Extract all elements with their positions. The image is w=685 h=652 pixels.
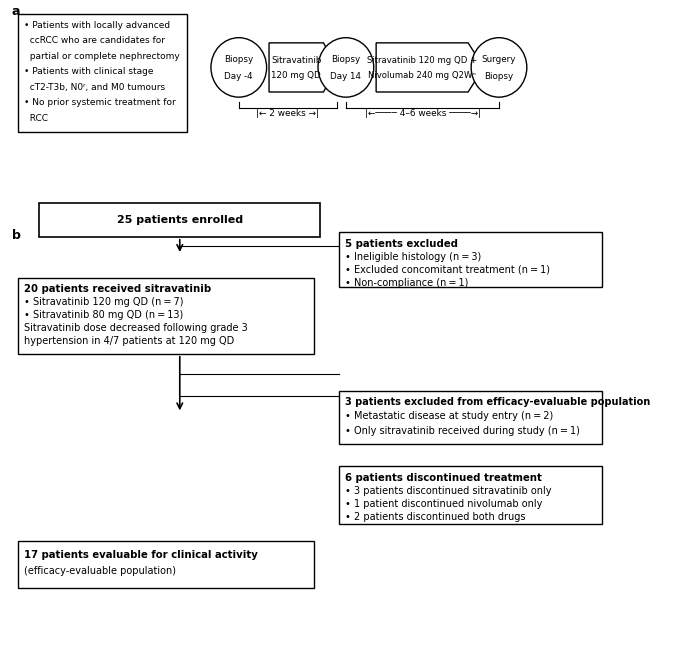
Text: Biopsy: Biopsy: [332, 55, 360, 64]
Bar: [338, 232, 602, 288]
Text: • 3 patients discontinued sitravatinib only: • 3 patients discontinued sitravatinib o…: [345, 486, 551, 496]
Text: Nivolumab 240 mg Q2Wⁿ: Nivolumab 240 mg Q2Wⁿ: [369, 71, 476, 80]
Text: • 1 patient discontinued nivolumab only: • 1 patient discontinued nivolumab only: [345, 499, 542, 509]
Text: • Patients with clinical stage: • Patients with clinical stage: [24, 67, 153, 76]
Bar: [18, 14, 187, 132]
Text: Day 14: Day 14: [330, 72, 362, 81]
Circle shape: [211, 38, 266, 97]
Text: 17 patients evaluable for clinical activity: 17 patients evaluable for clinical activ…: [24, 550, 258, 560]
Text: Biopsy: Biopsy: [224, 55, 253, 64]
Polygon shape: [269, 43, 337, 92]
Bar: [338, 391, 602, 443]
Text: • 2 patients discontinued both drugs: • 2 patients discontinued both drugs: [345, 512, 525, 522]
Text: |← 2 weeks →|: |← 2 weeks →|: [256, 110, 319, 119]
Text: partial or complete nephrectomy: partial or complete nephrectomy: [24, 52, 179, 61]
Circle shape: [318, 38, 374, 97]
Text: (efficacy-evaluable population): (efficacy-evaluable population): [24, 566, 176, 576]
Text: 3 patients excluded from efficacy-evaluable population: 3 patients excluded from efficacy-evalua…: [345, 397, 650, 407]
Bar: [18, 541, 314, 588]
Text: a: a: [12, 5, 21, 18]
Text: Sitravatinib 120 mg QD +: Sitravatinib 120 mg QD +: [367, 57, 477, 65]
Text: • Only sitravatinib received during study (n = 1): • Only sitravatinib received during stud…: [345, 426, 580, 436]
Bar: [18, 278, 314, 354]
Text: RCC: RCC: [24, 114, 48, 123]
Circle shape: [471, 38, 527, 97]
Text: 25 patients enrolled: 25 patients enrolled: [116, 215, 243, 225]
Text: Sitravatinib: Sitravatinib: [271, 57, 321, 65]
Text: hypertension in 4/7 patients at 120 mg QD: hypertension in 4/7 patients at 120 mg Q…: [24, 336, 234, 346]
Text: Day -4: Day -4: [225, 72, 253, 81]
Text: Sitravatinib dose decreased following grade 3: Sitravatinib dose decreased following gr…: [24, 323, 248, 333]
Text: b: b: [12, 229, 21, 242]
Text: 5 patients excluded: 5 patients excluded: [345, 239, 458, 248]
Text: • Patients with locally advanced: • Patients with locally advanced: [24, 21, 170, 30]
Text: • Excluded concomitant treatment (n = 1): • Excluded concomitant treatment (n = 1): [345, 265, 549, 274]
Bar: [338, 466, 602, 524]
Text: • No prior systemic treatment for: • No prior systemic treatment for: [24, 98, 176, 108]
Polygon shape: [376, 43, 484, 92]
Text: • Non-compliance (n = 1): • Non-compliance (n = 1): [345, 278, 468, 288]
Text: ccRCC who are candidates for: ccRCC who are candidates for: [24, 37, 165, 46]
Text: Surgery: Surgery: [482, 55, 516, 64]
Text: 20 patients received sitravatinib: 20 patients received sitravatinib: [24, 284, 211, 294]
Text: • Ineligible histology (n = 3): • Ineligible histology (n = 3): [345, 252, 481, 261]
Text: Biopsy: Biopsy: [484, 72, 514, 81]
Text: 120 mg QD: 120 mg QD: [271, 71, 321, 80]
Text: 6 patients discontinued treatment: 6 patients discontinued treatment: [345, 473, 542, 482]
Text: • Metastatic disease at study entry (n = 2): • Metastatic disease at study entry (n =…: [345, 411, 553, 421]
Text: • Sitravatinib 120 mg QD (n = 7): • Sitravatinib 120 mg QD (n = 7): [24, 297, 184, 307]
Text: • Sitravatinib 80 mg QD (n = 13): • Sitravatinib 80 mg QD (n = 13): [24, 310, 183, 320]
Text: |←──── 4–6 weeks ────→|: |←──── 4–6 weeks ────→|: [364, 110, 481, 119]
Bar: [39, 203, 321, 237]
Text: cT2-T3b, N0ʳ, and M0 tumours: cT2-T3b, N0ʳ, and M0 tumours: [24, 83, 165, 92]
